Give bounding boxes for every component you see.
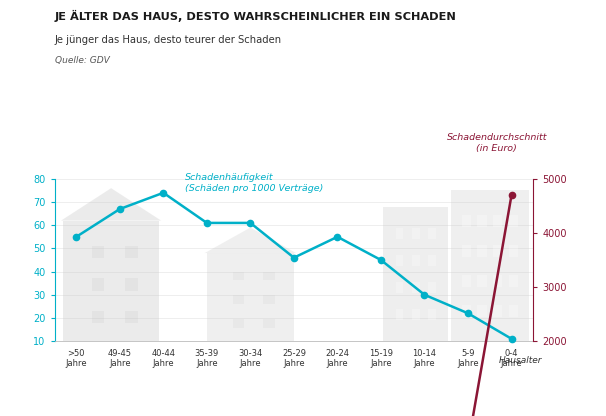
Bar [396,228,404,239]
Bar [428,255,436,266]
Bar [264,295,275,304]
Bar [92,246,104,258]
Bar [462,305,471,317]
Polygon shape [205,228,296,253]
Bar [428,282,436,293]
Bar [508,275,518,287]
Bar [233,295,244,304]
Bar [462,275,471,287]
Bar [477,245,487,257]
Bar [477,215,487,227]
Bar [207,253,294,341]
Bar [233,272,244,280]
Bar [233,319,244,328]
Bar [412,255,420,266]
Bar [493,305,502,317]
Bar [92,311,104,323]
Bar [396,309,404,319]
Bar [396,255,404,266]
Bar [125,246,138,258]
Bar [412,228,420,239]
Bar [493,215,502,227]
Text: Schadendurchschnitt
(in Euro): Schadendurchschnitt (in Euro) [447,133,547,153]
Bar [477,305,487,317]
Bar [493,275,502,287]
Bar [125,311,138,323]
Bar [264,272,275,280]
Bar [451,191,529,341]
Text: Quelle: GDV: Quelle: GDV [55,56,109,65]
Bar [462,245,471,257]
Text: JE ÄLTER DAS HAUS, DESTO WAHRSCHEINLICHER EIN SCHADEN: JE ÄLTER DAS HAUS, DESTO WAHRSCHEINLICHE… [55,10,456,22]
Bar [462,215,471,227]
Text: Schadenhäufigkeit
(Schäden pro 1000 Verträge): Schadenhäufigkeit (Schäden pro 1000 Vert… [185,173,324,193]
Bar [508,215,518,227]
Bar [396,282,404,293]
Bar [508,245,518,257]
Bar [508,305,518,317]
Bar [125,278,138,290]
Bar [63,220,159,341]
Text: Je jünger das Haus, desto teurer der Schaden: Je jünger das Haus, desto teurer der Sch… [55,35,282,45]
Bar [412,282,420,293]
Polygon shape [61,188,161,220]
Bar [477,275,487,287]
Bar [264,319,275,328]
Bar [428,228,436,239]
Bar [412,309,420,319]
Bar [493,245,502,257]
Bar [383,207,448,341]
Bar [92,278,104,290]
Text: Hausalter: Hausalter [499,356,542,365]
Bar [428,309,436,319]
